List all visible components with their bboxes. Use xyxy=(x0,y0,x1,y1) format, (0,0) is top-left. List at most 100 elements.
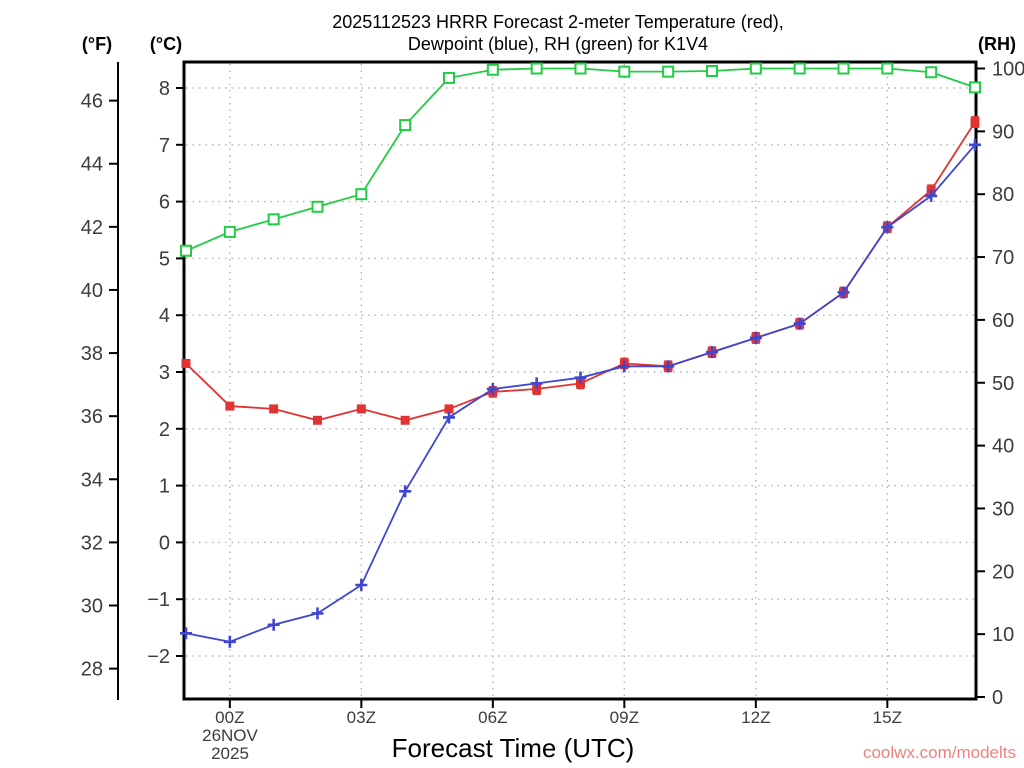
fahrenheit-tick-label: 30 xyxy=(81,596,103,618)
fahrenheit-tick-label: 38 xyxy=(81,343,103,365)
rh-point-marker xyxy=(574,62,587,75)
xaxis-title: Forecast Time (UTC) xyxy=(392,733,635,763)
rh-point-marker xyxy=(662,65,675,78)
temperature-point-marker xyxy=(970,117,980,127)
dewpoint-point-marker xyxy=(925,189,938,202)
chart-title-line2: Dewpoint (blue), RH (green) for K1V4 xyxy=(408,34,708,54)
fahrenheit-tick-label: 34 xyxy=(81,469,103,491)
dewpoint-point-marker xyxy=(486,383,499,396)
rh-point-marker xyxy=(749,62,762,75)
rh-point-marker xyxy=(486,63,499,76)
fahrenheit-tick-label: 40 xyxy=(81,280,103,302)
dewpoint-point-marker xyxy=(574,371,587,384)
dewpoint-point-marker xyxy=(443,411,455,424)
time-tick-label: 12Z xyxy=(741,708,770,727)
fahrenheit-tick-label: 42 xyxy=(81,217,103,239)
date-label-line1: 26NOV xyxy=(202,726,258,745)
rh-tick-label: 90 xyxy=(992,121,1014,143)
dewpoint-point-marker xyxy=(618,360,631,373)
rh-tick-label: 50 xyxy=(992,373,1014,395)
rh-axis-header: (RH) xyxy=(978,34,1016,54)
celsius-tick-label: 0 xyxy=(159,532,170,554)
rh-point-marker xyxy=(530,62,543,75)
fahrenheit-tick-label: 46 xyxy=(81,91,103,113)
dewpoint-point-marker xyxy=(706,346,718,359)
rh-point-marker xyxy=(267,213,280,226)
rh-tick-label: 80 xyxy=(992,184,1014,206)
temperature-point-marker xyxy=(356,404,366,414)
series-rh xyxy=(180,62,981,257)
plot-frame xyxy=(182,60,978,701)
time-tick-label: 09Z xyxy=(610,708,639,727)
fahrenheit-tick-label: 44 xyxy=(81,154,103,176)
rh-point-marker xyxy=(399,119,412,132)
dewpoint-point-marker xyxy=(749,331,762,344)
dewpoint-point-marker xyxy=(793,317,806,330)
rh-point-marker xyxy=(706,65,718,78)
celsius-tick-label: −2 xyxy=(147,646,170,668)
fahrenheit-axis-header: (°F) xyxy=(82,34,112,54)
rh-point-marker xyxy=(180,244,192,257)
dewpoint-point-marker xyxy=(223,635,236,648)
celsius-tick-label: −1 xyxy=(147,589,170,611)
series-line xyxy=(185,67,976,252)
celsius-axis-header: (°C) xyxy=(150,34,182,54)
dewpoint-point-marker xyxy=(267,618,280,631)
fahrenheit-tick-label: 28 xyxy=(81,659,103,681)
rh-point-marker xyxy=(443,71,455,84)
dewpoint-point-marker xyxy=(662,360,675,373)
dewpoint-point-marker xyxy=(355,579,368,591)
dewpoint-point-marker xyxy=(311,607,324,620)
celsius-tick-label: 2 xyxy=(159,419,170,441)
celsius-tick-label: 4 xyxy=(159,305,170,327)
fahrenheit-tick-label: 32 xyxy=(81,532,103,554)
celsius-tick-label: 6 xyxy=(159,192,170,214)
dewpoint-point-marker xyxy=(837,286,850,299)
fahrenheit-tick-label: 36 xyxy=(81,406,103,428)
watermark-link[interactable]: coolwx.com/modelts xyxy=(863,743,1016,762)
chart-title-line1: 2025112523 HRRR Forecast 2-meter Tempera… xyxy=(332,12,784,32)
date-label-line2: 2025 xyxy=(211,744,249,763)
dewpoint-point-marker xyxy=(881,221,894,234)
temperature-point-marker xyxy=(400,415,410,425)
rh-tick-label: 40 xyxy=(992,436,1014,458)
rh-point-marker xyxy=(223,225,236,238)
rh-tick-label: 10 xyxy=(992,624,1014,646)
axes: 28303234363840424446−2−10123456780102030… xyxy=(81,59,1024,728)
temperature-point-marker xyxy=(269,404,279,414)
time-tick-label: 06Z xyxy=(478,708,507,727)
temperature-point-marker xyxy=(444,404,454,414)
rh-point-marker xyxy=(969,81,981,94)
temperature-point-marker xyxy=(225,401,235,411)
rh-point-marker xyxy=(311,200,324,213)
celsius-tick-label: 5 xyxy=(159,248,170,270)
celsius-tick-label: 8 xyxy=(159,78,170,100)
rh-point-marker xyxy=(355,188,368,201)
dewpoint-point-marker xyxy=(399,485,412,498)
rh-tick-label: 0 xyxy=(992,687,1003,709)
rh-point-marker xyxy=(618,65,631,78)
series-line xyxy=(185,144,976,643)
time-tick-label: 00Z xyxy=(215,708,244,727)
series-dewpoint xyxy=(180,138,981,648)
rh-point-marker xyxy=(925,66,938,79)
dewpoint-point-marker xyxy=(180,627,192,640)
rh-tick-label: 100 xyxy=(992,59,1024,81)
rh-point-marker xyxy=(793,62,806,75)
rh-point-marker xyxy=(837,62,850,75)
celsius-tick-label: 7 xyxy=(159,135,170,157)
dewpoint-point-marker xyxy=(530,377,543,390)
rh-tick-label: 20 xyxy=(992,561,1014,583)
celsius-tick-label: 1 xyxy=(159,476,170,498)
time-tick-label: 15Z xyxy=(873,708,902,727)
temperature-point-marker xyxy=(181,358,191,368)
rh-tick-label: 60 xyxy=(992,310,1014,332)
rh-tick-label: 70 xyxy=(992,247,1014,269)
data-series xyxy=(180,62,981,648)
rh-tick-label: 30 xyxy=(992,498,1014,520)
celsius-tick-label: 3 xyxy=(159,362,170,384)
time-tick-label: 03Z xyxy=(347,708,376,727)
temperature-point-marker xyxy=(313,415,322,425)
